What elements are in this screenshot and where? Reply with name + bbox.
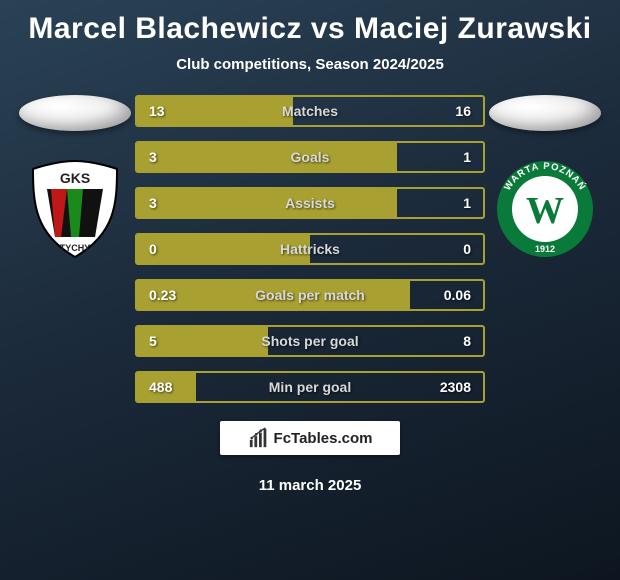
stat-label: Hattricks (280, 241, 340, 257)
stat-left-value: 0.23 (149, 287, 176, 303)
gks-tychy-crest-icon: GKS TYCHY (25, 159, 125, 259)
fctables-logo-icon (248, 427, 270, 449)
subtitle: Club competitions, Season 2024/2025 (0, 56, 620, 73)
stat-label: Goals per match (255, 287, 365, 303)
stat-bar: 13 Matches 16 (135, 95, 485, 127)
player-photo-placeholder-left (19, 95, 131, 131)
stat-label: Assists (285, 195, 335, 211)
crest-left-bottom-text: TYCHY (60, 243, 91, 253)
stat-label: Shots per goal (261, 333, 358, 349)
stat-left-value: 3 (149, 149, 157, 165)
stat-left-value: 488 (149, 379, 172, 395)
stat-left-value: 3 (149, 195, 157, 211)
right-side: WARTA POZNAŃ 1912 W (485, 95, 605, 259)
svg-text:W: W (526, 190, 564, 232)
stat-right-value: 1 (463, 149, 471, 165)
stat-left-value: 0 (149, 241, 157, 257)
stat-right-value: 1 (463, 195, 471, 211)
stat-bar: 488 Min per goal 2308 (135, 371, 485, 403)
stat-bar: 0.23 Goals per match 0.06 (135, 279, 485, 311)
warta-poznan-crest-icon: WARTA POZNAŃ 1912 W (495, 159, 595, 259)
page-title: Marcel Blachewicz vs Maciej Zurawski (0, 0, 620, 46)
left-side: GKS TYCHY (15, 95, 135, 259)
stat-right-value: 2308 (440, 379, 471, 395)
stat-left-value: 13 (149, 103, 165, 119)
stat-bars: 13Matches163Goals13Assists10Hattricks00.… (135, 95, 485, 403)
crest-right: WARTA POZNAŃ 1912 W (495, 159, 595, 259)
stat-bar: 0 Hattricks 0 (135, 233, 485, 265)
crest-left-top-text: GKS (60, 170, 90, 186)
stat-right-value: 16 (455, 103, 471, 119)
stat-bar: 3 Goals 1 (135, 141, 485, 173)
stat-bar: 5 Shots per goal 8 (135, 325, 485, 357)
stat-label: Matches (282, 103, 338, 119)
footer-badge[interactable]: FcTables.com (220, 421, 400, 455)
stat-bar: 3 Assists 1 (135, 187, 485, 219)
stat-right-value: 0.06 (444, 287, 471, 303)
date-text: 11 march 2025 (0, 477, 620, 494)
comparison-content: GKS TYCHY 13Matches163Goals13Assists10Ha… (0, 95, 620, 403)
stat-bar-fill (137, 189, 397, 217)
footer-site-name: FcTables.com (274, 430, 373, 447)
stat-right-value: 8 (463, 333, 471, 349)
stat-bar-fill (137, 143, 397, 171)
player-photo-placeholder-right (489, 95, 601, 131)
crest-right-year: 1912 (535, 244, 555, 254)
stat-right-value: 0 (463, 241, 471, 257)
stat-label: Min per goal (269, 379, 351, 395)
crest-left: GKS TYCHY (25, 159, 125, 259)
stat-label: Goals (291, 149, 330, 165)
stat-left-value: 5 (149, 333, 157, 349)
